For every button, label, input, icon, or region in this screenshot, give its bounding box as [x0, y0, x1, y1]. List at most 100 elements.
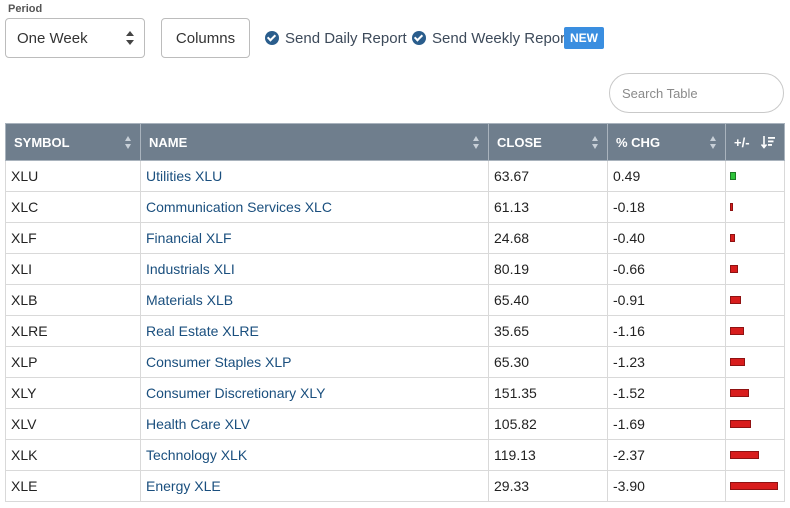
name-link[interactable]: Industrials XLI — [140, 253, 489, 285]
search-input[interactable] — [609, 73, 784, 113]
change-bar — [730, 203, 733, 211]
check-circle-icon — [412, 31, 426, 45]
change-bar — [730, 420, 751, 428]
change-bar-cell — [725, 253, 785, 285]
symbol-cell: XLRE — [5, 315, 141, 347]
chg-cell: -0.66 — [607, 253, 726, 285]
name-link[interactable]: Communication Services XLC — [140, 191, 489, 223]
chg-cell: -0.18 — [607, 191, 726, 223]
weekly-report-toggle[interactable]: Send Weekly Report — [412, 29, 569, 47]
table-row: XLC Communication Services XLC 61.13 -0.18 — [5, 191, 785, 223]
daily-report-toggle[interactable]: Send Daily Report — [265, 29, 407, 47]
table-row: XLY Consumer Discretionary XLY 151.35 -1.52 — [5, 377, 785, 409]
header-symbol-label: SYMBOL — [14, 134, 70, 150]
daily-report-label: Send Daily Report — [285, 29, 407, 47]
name-link[interactable]: Financial XLF — [140, 222, 489, 254]
close-cell: 105.82 — [488, 408, 608, 440]
sort-descending-icon — [761, 136, 775, 149]
symbol-cell: XLU — [5, 160, 141, 192]
change-bar — [730, 482, 778, 490]
chg-cell: -0.40 — [607, 222, 726, 254]
table-row: XLB Materials XLB 65.40 -0.91 — [5, 284, 785, 316]
change-bar-cell — [725, 470, 785, 502]
change-bar-cell — [725, 191, 785, 223]
change-bar-cell — [725, 222, 785, 254]
table-row: XLI Industrials XLI 80.19 -0.66 — [5, 253, 785, 285]
header-symbol[interactable]: SYMBOL — [5, 123, 141, 161]
header-name-label: NAME — [149, 134, 188, 150]
close-cell: 119.13 — [488, 439, 608, 471]
table-header-row: SYMBOL NAME CLOSE % CHG +/- — [5, 123, 785, 161]
symbol-cell: XLV — [5, 408, 141, 440]
chg-cell: -1.16 — [607, 315, 726, 347]
close-cell: 63.67 — [488, 160, 608, 192]
symbol-cell: XLI — [5, 253, 141, 285]
sort-icon — [473, 136, 480, 149]
close-cell: 29.33 — [488, 470, 608, 502]
weekly-report-label: Send Weekly Report — [432, 29, 570, 47]
chg-cell: -2.37 — [607, 439, 726, 471]
name-link[interactable]: Utilities XLU — [140, 160, 489, 192]
symbol-cell: XLK — [5, 439, 141, 471]
name-link[interactable]: Energy XLE — [140, 470, 489, 502]
close-cell: 151.35 — [488, 377, 608, 409]
new-badge: NEW — [564, 27, 604, 49]
symbol-cell: XLY — [5, 377, 141, 409]
sort-icon — [125, 136, 132, 149]
name-link[interactable]: Materials XLB — [140, 284, 489, 316]
table-row: XLK Technology XLK 119.13 -2.37 — [5, 439, 785, 471]
change-bar — [730, 296, 741, 304]
columns-button[interactable]: Columns — [161, 18, 250, 58]
period-select-value: One Week — [17, 29, 88, 47]
name-link[interactable]: Health Care XLV — [140, 408, 489, 440]
change-bar — [730, 234, 735, 242]
chg-cell: -1.69 — [607, 408, 726, 440]
name-link[interactable]: Consumer Discretionary XLY — [140, 377, 489, 409]
header-chg[interactable]: % CHG — [607, 123, 726, 161]
change-bar-cell — [725, 315, 785, 347]
chg-cell: -1.52 — [607, 377, 726, 409]
close-cell: 24.68 — [488, 222, 608, 254]
name-link[interactable]: Consumer Staples XLP — [140, 346, 489, 378]
close-cell: 65.40 — [488, 284, 608, 316]
sort-icon — [592, 136, 599, 149]
header-name[interactable]: NAME — [140, 123, 489, 161]
table-row: XLE Energy XLE 29.33 -3.90 — [5, 470, 785, 502]
chg-cell: 0.49 — [607, 160, 726, 192]
period-select[interactable]: One Week — [5, 18, 145, 58]
close-cell: 65.30 — [488, 346, 608, 378]
check-circle-icon — [265, 31, 279, 45]
close-cell: 80.19 — [488, 253, 608, 285]
change-bar — [730, 389, 749, 397]
symbol-cell: XLF — [5, 222, 141, 254]
symbol-cell: XLP — [5, 346, 141, 378]
close-cell: 61.13 — [488, 191, 608, 223]
change-bar-cell — [725, 346, 785, 378]
header-bar[interactable]: +/- — [725, 123, 785, 161]
change-bar — [730, 451, 759, 459]
table-row: XLF Financial XLF 24.68 -0.40 — [5, 222, 785, 254]
name-link[interactable]: Real Estate XLRE — [140, 315, 489, 347]
symbol-cell: XLE — [5, 470, 141, 502]
header-close[interactable]: CLOSE — [488, 123, 608, 161]
change-bar-cell — [725, 439, 785, 471]
table-row: XLV Health Care XLV 105.82 -1.69 — [5, 408, 785, 440]
period-label: Period — [8, 3, 43, 15]
change-bar-cell — [725, 160, 785, 192]
chg-cell: -3.90 — [607, 470, 726, 502]
change-bar-cell — [725, 377, 785, 409]
table-row: XLU Utilities XLU 63.67 0.49 — [5, 160, 785, 192]
sort-icon — [710, 136, 717, 149]
change-bar-cell — [725, 284, 785, 316]
header-close-label: CLOSE — [497, 134, 542, 150]
change-bar — [730, 358, 745, 366]
table-row: XLP Consumer Staples XLP 65.30 -1.23 — [5, 346, 785, 378]
chg-cell: -0.91 — [607, 284, 726, 316]
table-row: XLRE Real Estate XLRE 35.65 -1.16 — [5, 315, 785, 347]
change-bar — [730, 172, 736, 180]
symbol-cell: XLC — [5, 191, 141, 223]
header-bar-label: +/- — [734, 134, 750, 150]
header-chg-label: % CHG — [616, 134, 661, 150]
symbol-cell: XLB — [5, 284, 141, 316]
name-link[interactable]: Technology XLK — [140, 439, 489, 471]
